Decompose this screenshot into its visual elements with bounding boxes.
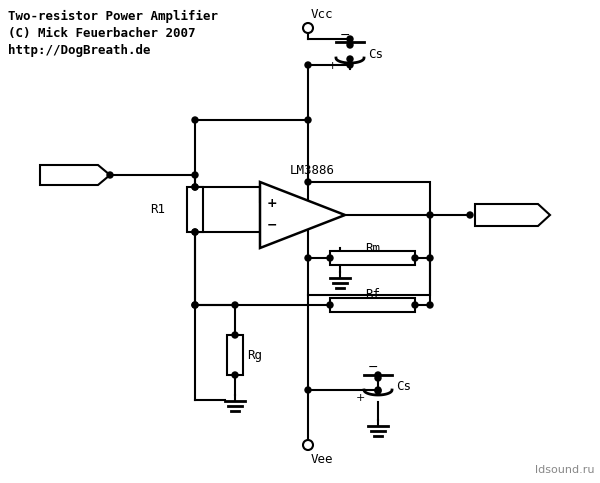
Circle shape [375,375,381,381]
Polygon shape [260,182,345,248]
Text: +: + [328,61,337,71]
Circle shape [305,117,311,123]
Text: Output: Output [487,209,532,222]
Circle shape [192,229,198,235]
Circle shape [427,302,433,308]
Text: Two-resistor Power Amplifier: Two-resistor Power Amplifier [8,10,218,23]
Circle shape [412,255,418,261]
Text: Cs: Cs [368,47,383,60]
Circle shape [305,62,311,68]
Text: Rm: Rm [365,242,380,255]
Circle shape [192,117,198,123]
Circle shape [327,302,333,308]
Circle shape [303,440,313,450]
Polygon shape [40,165,110,185]
Text: Vee: Vee [311,453,334,466]
Text: Input: Input [51,169,89,182]
Text: +: + [355,393,365,403]
Circle shape [305,179,311,185]
Text: R1: R1 [150,203,165,216]
Circle shape [305,387,311,393]
Polygon shape [475,204,550,226]
Circle shape [192,302,198,308]
Text: Rg: Rg [247,349,262,361]
Circle shape [192,302,198,308]
Text: Cs: Cs [396,380,411,393]
Circle shape [467,212,473,218]
Circle shape [347,36,353,42]
Text: (C) Mick Feuerbacher 2007: (C) Mick Feuerbacher 2007 [8,27,196,40]
Bar [330,251,415,265]
Circle shape [192,184,198,190]
Circle shape [232,302,238,308]
Text: http://DogBreath.de: http://DogBreath.de [8,44,151,57]
Circle shape [412,302,418,308]
Circle shape [303,23,313,33]
Text: +: + [266,197,277,210]
Circle shape [305,255,311,261]
Circle shape [232,372,238,378]
Text: −: − [340,28,350,42]
Bar [187,187,203,232]
Circle shape [375,372,381,378]
Circle shape [107,172,113,178]
Text: LM3886: LM3886 [290,164,335,177]
Circle shape [427,255,433,261]
Circle shape [192,229,198,235]
Circle shape [347,62,353,68]
Circle shape [375,387,381,393]
Circle shape [192,184,198,190]
Circle shape [347,56,353,62]
Text: ldsound.ru: ldsound.ru [536,465,595,475]
Text: −: − [368,360,378,373]
Circle shape [347,42,353,48]
Circle shape [427,212,433,218]
Circle shape [192,172,198,178]
Text: −: − [267,218,277,231]
Text: Vcc: Vcc [311,8,334,21]
Circle shape [327,255,333,261]
Circle shape [232,332,238,338]
Text: Rf: Rf [365,288,380,301]
Bar [227,335,243,375]
Bar [330,298,415,312]
Circle shape [375,388,381,394]
